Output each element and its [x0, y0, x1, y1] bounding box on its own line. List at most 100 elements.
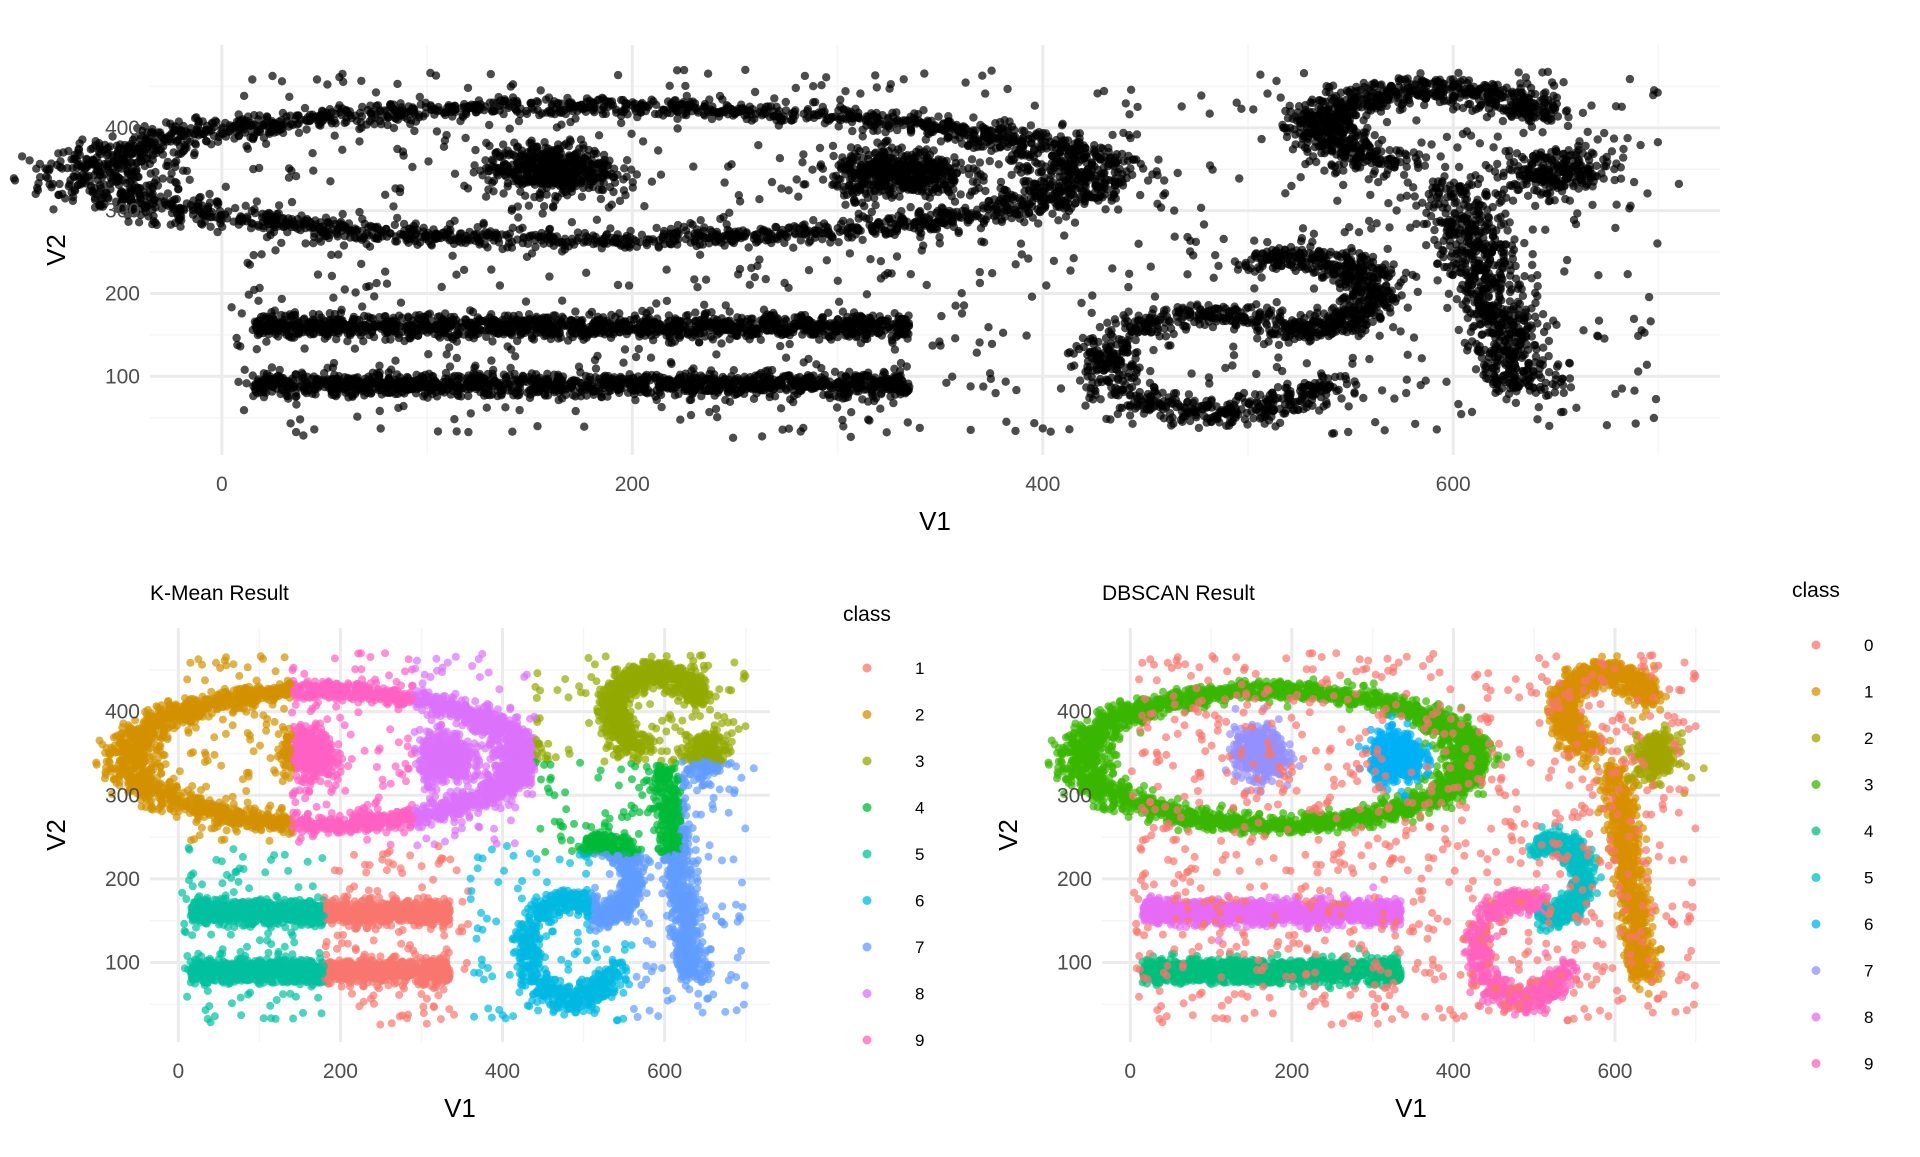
scatter-point [874, 113, 882, 121]
scatter-point [596, 315, 604, 323]
scatter-point [275, 201, 283, 209]
scatter-point [660, 227, 668, 235]
scatter-point [1104, 162, 1112, 170]
scatter-point [995, 160, 1003, 168]
scatter-point [877, 178, 885, 186]
scatter-point [1174, 169, 1182, 177]
scatter-point [932, 175, 940, 183]
scatter-point [97, 184, 105, 192]
scatter-point [986, 157, 994, 165]
scatter-point [648, 178, 656, 186]
scatter-point [760, 106, 768, 114]
scatter-point [254, 318, 262, 326]
scatter-point [288, 320, 296, 328]
scatter-point [527, 99, 535, 107]
scatter-point [434, 103, 442, 111]
scatter-point [692, 242, 700, 250]
scatter-point [772, 234, 780, 242]
scatter-point [570, 240, 578, 248]
scatter-point [79, 179, 87, 187]
scatter-point [881, 128, 889, 136]
scatter-point [885, 157, 893, 165]
scatter-point [409, 235, 417, 243]
scatter-point [164, 189, 172, 197]
scatter-point [230, 134, 238, 142]
scatter-point [1034, 219, 1042, 227]
scatter-point [935, 167, 943, 175]
scatter-point [190, 149, 198, 157]
scatter-point [499, 110, 507, 118]
scatter-point [513, 99, 521, 107]
scatter-point [733, 328, 741, 336]
scatter-point [1048, 181, 1056, 189]
scatter-point [623, 330, 631, 338]
raw-points [10, 66, 1683, 442]
scatter-point [450, 217, 458, 225]
scatter-point [391, 329, 399, 337]
scatter-point [25, 156, 33, 164]
scatter-point [295, 129, 303, 137]
scatter-point [1101, 205, 1109, 213]
scatter-point [126, 172, 134, 180]
scatter-point [543, 108, 551, 116]
scatter-point [515, 166, 523, 174]
scatter-point [544, 148, 552, 156]
scatter-point [952, 159, 960, 167]
scatter-point [419, 112, 427, 120]
scatter-point [128, 159, 136, 167]
scatter-point [457, 229, 465, 237]
scatter-point [873, 127, 881, 135]
scatter-point [691, 232, 699, 240]
scatter-point [660, 106, 668, 114]
scatter-point [109, 152, 117, 160]
scatter-point [886, 190, 894, 198]
scatter-point [530, 335, 538, 343]
scatter-point [189, 206, 197, 214]
scatter-point [893, 173, 901, 181]
scatter-point [611, 313, 619, 321]
scatter-point [798, 158, 806, 166]
scatter-point [85, 187, 93, 195]
scatter-point [578, 193, 586, 201]
scatter-point [829, 142, 837, 150]
scatter-point [305, 117, 313, 125]
scatter-point [353, 117, 361, 125]
scatter-point [720, 232, 728, 240]
scatter-point [782, 106, 790, 114]
scatter-point [167, 129, 175, 137]
scatter-point [1019, 177, 1027, 185]
scatter-point [835, 298, 843, 306]
scatter-point [790, 325, 798, 333]
scatter-point [87, 145, 95, 153]
scatter-point [149, 184, 157, 192]
scatter-point [829, 172, 837, 180]
scatter-point [120, 145, 128, 153]
scatter-point [67, 155, 75, 163]
scatter-point [619, 96, 627, 104]
scatter-point [862, 146, 870, 154]
scatter-point [1126, 164, 1134, 172]
scatter-point [66, 180, 74, 188]
scatter-point [104, 144, 112, 152]
scatter-point [508, 169, 516, 177]
scatter-point [461, 239, 469, 247]
scatter-point [521, 192, 529, 200]
scatter-point [450, 240, 458, 248]
scatter-point [412, 219, 420, 227]
scatter-point [969, 164, 977, 172]
scatter-point [667, 99, 675, 107]
scatter-point [186, 176, 194, 184]
scatter-point [172, 179, 180, 187]
scatter-point [835, 122, 843, 130]
scatter-point [1056, 178, 1064, 186]
scatter-point [356, 109, 364, 117]
scatter-point [543, 180, 551, 188]
scatter-point [386, 229, 394, 237]
scatter-point [524, 166, 532, 174]
scatter-point [727, 105, 735, 113]
scatter-point [997, 216, 1005, 224]
scatter-point [840, 191, 848, 199]
scatter-point [475, 315, 483, 323]
scatter-point [872, 149, 880, 157]
